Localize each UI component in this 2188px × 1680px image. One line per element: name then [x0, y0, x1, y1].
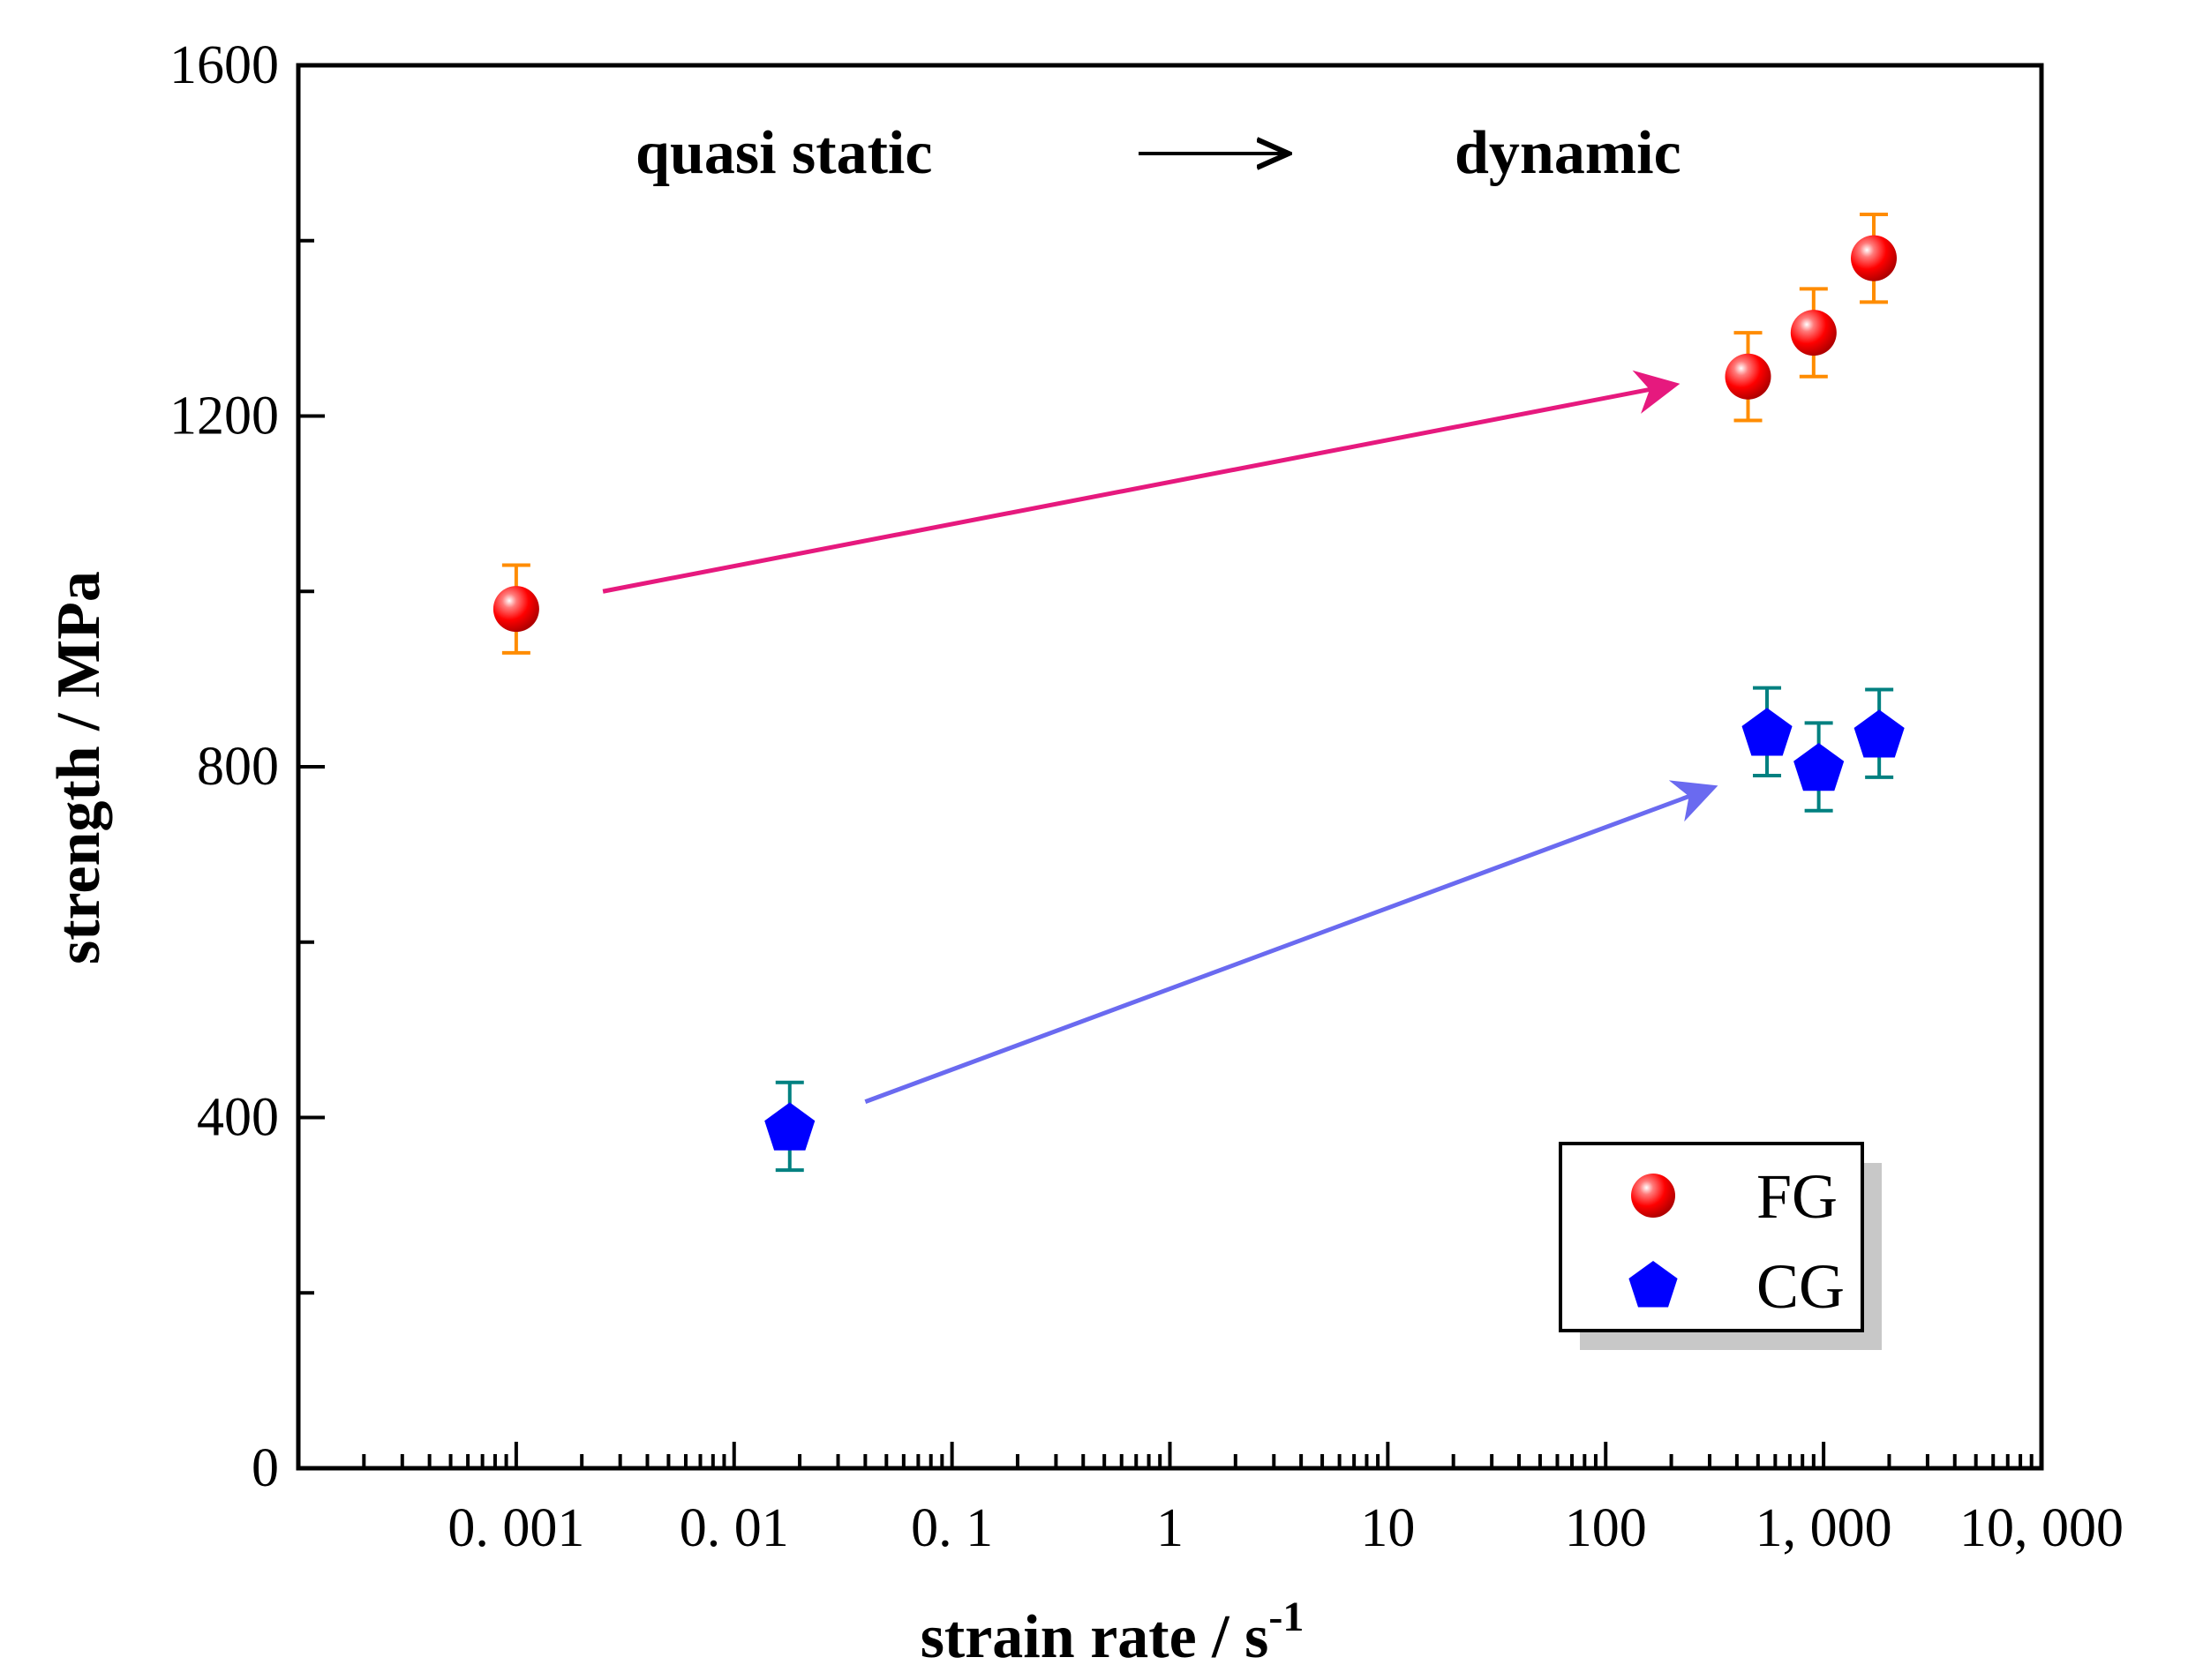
x-axis-title-text: strain rate / s — [921, 1603, 1269, 1671]
cg-data-point — [1793, 743, 1845, 791]
legend-fg-label: FG — [1756, 1161, 1838, 1232]
x-axis-title-superscript: -1 — [1268, 1594, 1304, 1640]
legend-cg-marker — [1628, 1261, 1678, 1308]
y-tick-label: 800 — [197, 737, 279, 797]
y-tick-label: 400 — [197, 1088, 279, 1148]
x-axis-title: strain rate / s-1 — [921, 1594, 1305, 1671]
x-tick-label: 100 — [1565, 1498, 1647, 1558]
cg-trend-arrow — [864, 780, 1718, 1104]
fg-data-point — [1790, 310, 1837, 356]
y-axis-title: strength / MPa — [45, 571, 113, 964]
y-tick-label: 1600 — [169, 35, 279, 95]
dynamic-label: dynamic — [1455, 119, 1681, 187]
x-axis-ticks — [297, 1442, 2043, 1468]
y-tick-label: 1200 — [169, 386, 279, 446]
x-tick-label: 10, 000 — [1959, 1498, 2124, 1558]
cg-data-point — [764, 1102, 816, 1151]
x-tick-label: 0. 01 — [680, 1498, 789, 1558]
x-tick-label: 0. 001 — [447, 1498, 584, 1558]
x-tick-label: 1 — [1156, 1498, 1184, 1558]
x-axis-tick-labels: 0. 001 0. 01 0. 1 1 10 100 1, 000 10, 000 — [447, 1498, 2124, 1558]
x-tick-label: 1, 000 — [1756, 1498, 1892, 1558]
fg-data-point — [492, 586, 539, 633]
legend-fg-marker — [1631, 1174, 1675, 1218]
legend-cg-label: CG — [1756, 1251, 1845, 1322]
y-axis-ticks — [298, 64, 325, 1470]
cg-data-point — [1741, 708, 1793, 756]
x-tick-label: 0. 1 — [911, 1498, 993, 1558]
y-tick-label: 0 — [252, 1438, 279, 1498]
quasi-static-label: quasi static — [635, 119, 932, 187]
legend-box — [1559, 1142, 1864, 1332]
fg-trend-arrow — [602, 370, 1680, 594]
data-markers — [492, 235, 1905, 1151]
error-bars — [501, 212, 1894, 1173]
y-axis-tick-labels: 0 400 800 1200 1600 — [169, 35, 279, 1498]
cg-data-point — [1853, 709, 1905, 758]
x-tick-label: 10 — [1360, 1498, 1415, 1558]
fg-data-point — [1725, 353, 1771, 400]
fg-data-point — [1851, 235, 1898, 281]
legend: FG CG — [1559, 1142, 1882, 1350]
